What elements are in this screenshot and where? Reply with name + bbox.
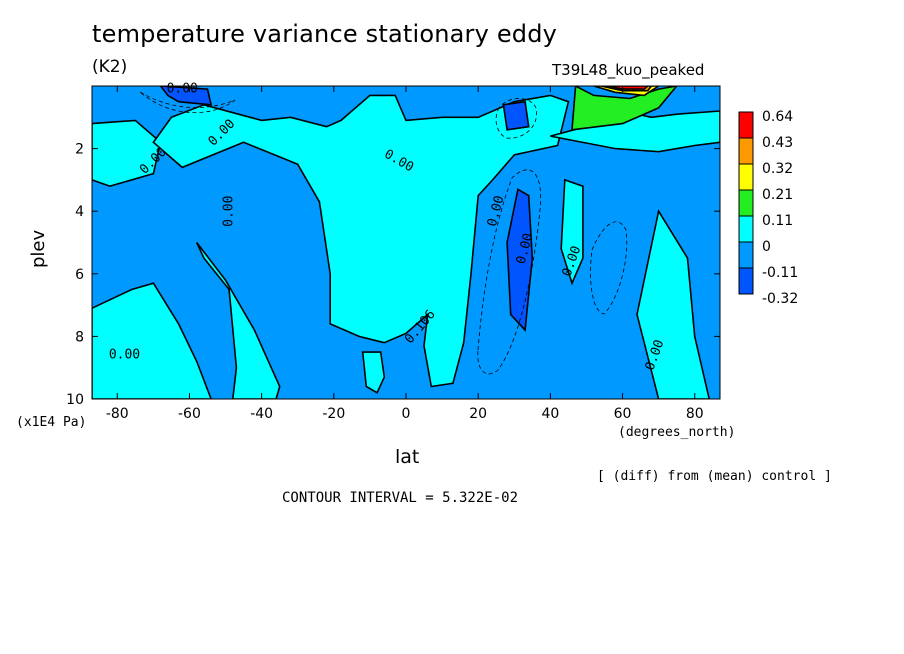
contour-region-positive <box>607 86 650 90</box>
x-tick-label: -60 <box>178 406 201 422</box>
contour-region-positive <box>92 119 162 188</box>
chart-title: temperature variance stationary eddy <box>92 20 558 48</box>
x-tick-label: -80 <box>106 406 129 422</box>
colorbar-label: 0.21 <box>762 187 793 203</box>
contour-region-negative <box>502 100 530 131</box>
contour-region-positive <box>571 86 678 131</box>
dashed-contour <box>590 221 628 315</box>
y-tick-label: 8 <box>75 329 84 345</box>
contour-region-positive <box>636 209 711 399</box>
contour-region-positive <box>195 242 281 399</box>
contour-label: 0.00 <box>167 82 198 97</box>
contour-label: 0.00 <box>222 196 237 227</box>
contour-fills <box>92 86 720 399</box>
dashed-contour <box>139 91 236 114</box>
colorbar-label: -0.32 <box>762 291 798 307</box>
difference-note: [ (diff) from (mean) control ] <box>597 469 832 484</box>
colorbar: 0.64 0.43 0.32 0.21 0.11 0 -0.11 -0.32 <box>738 109 798 307</box>
x-tick-label: -40 <box>250 406 273 422</box>
contour-region-positive <box>361 351 386 394</box>
contour-region-negative <box>506 188 534 332</box>
y-tick-label: 4 <box>75 204 84 220</box>
dashed-contour <box>477 169 542 375</box>
contour-region-negative <box>159 86 213 106</box>
x-tick-label: 40 <box>541 406 559 422</box>
negative-contours <box>139 91 628 375</box>
x-tick-label: 20 <box>469 406 487 422</box>
x-axis-units: (degrees_north) <box>618 425 736 440</box>
y-axis-units: (x1E4 Pa) <box>16 415 87 430</box>
contour-region-positive <box>92 282 212 399</box>
x-tick-label: -20 <box>322 406 345 422</box>
colorbar-swatch <box>738 241 754 269</box>
colorbar-swatch <box>738 137 754 165</box>
contour-interval: CONTOUR INTERVAL = 5.322E-02 <box>282 490 519 506</box>
dashed-contour <box>495 98 537 139</box>
colorbar-swatch <box>738 267 754 295</box>
colorbar-swatch <box>738 163 754 191</box>
x-axis-label: lat <box>395 446 420 468</box>
colorbar-label: 0.43 <box>762 135 793 151</box>
y-axis-label: plev <box>28 229 49 268</box>
colorbar-label: 0.32 <box>762 161 793 177</box>
colorbar-swatch <box>738 111 754 139</box>
y-tick-label: 6 <box>75 267 84 283</box>
contour-region-positive <box>560 178 584 286</box>
contour-label: 0.00 <box>109 348 140 363</box>
x-tick-label: 80 <box>686 406 704 422</box>
contour-region-positive <box>152 94 570 388</box>
colorbar-swatch <box>738 189 754 217</box>
y-tick-label: 10 <box>66 392 84 408</box>
colorbar-swatch <box>738 215 754 243</box>
colorbar-label: 0.11 <box>762 213 793 229</box>
colorbar-label: 0.64 <box>762 109 793 125</box>
colorbar-label: -0.11 <box>762 265 798 281</box>
colorbar-label: 0 <box>762 239 771 255</box>
y-tick-label: 2 <box>75 142 84 158</box>
run-label: T39L48_kuo_peaked <box>552 61 705 79</box>
chart-units: (K2) <box>92 57 128 77</box>
x-tick-label: 60 <box>614 406 632 422</box>
x-tick-label: 0 <box>402 406 411 422</box>
axis-ticks: -80 -60 -40 -20 0 20 40 60 80 2 4 6 8 10 <box>66 86 720 422</box>
